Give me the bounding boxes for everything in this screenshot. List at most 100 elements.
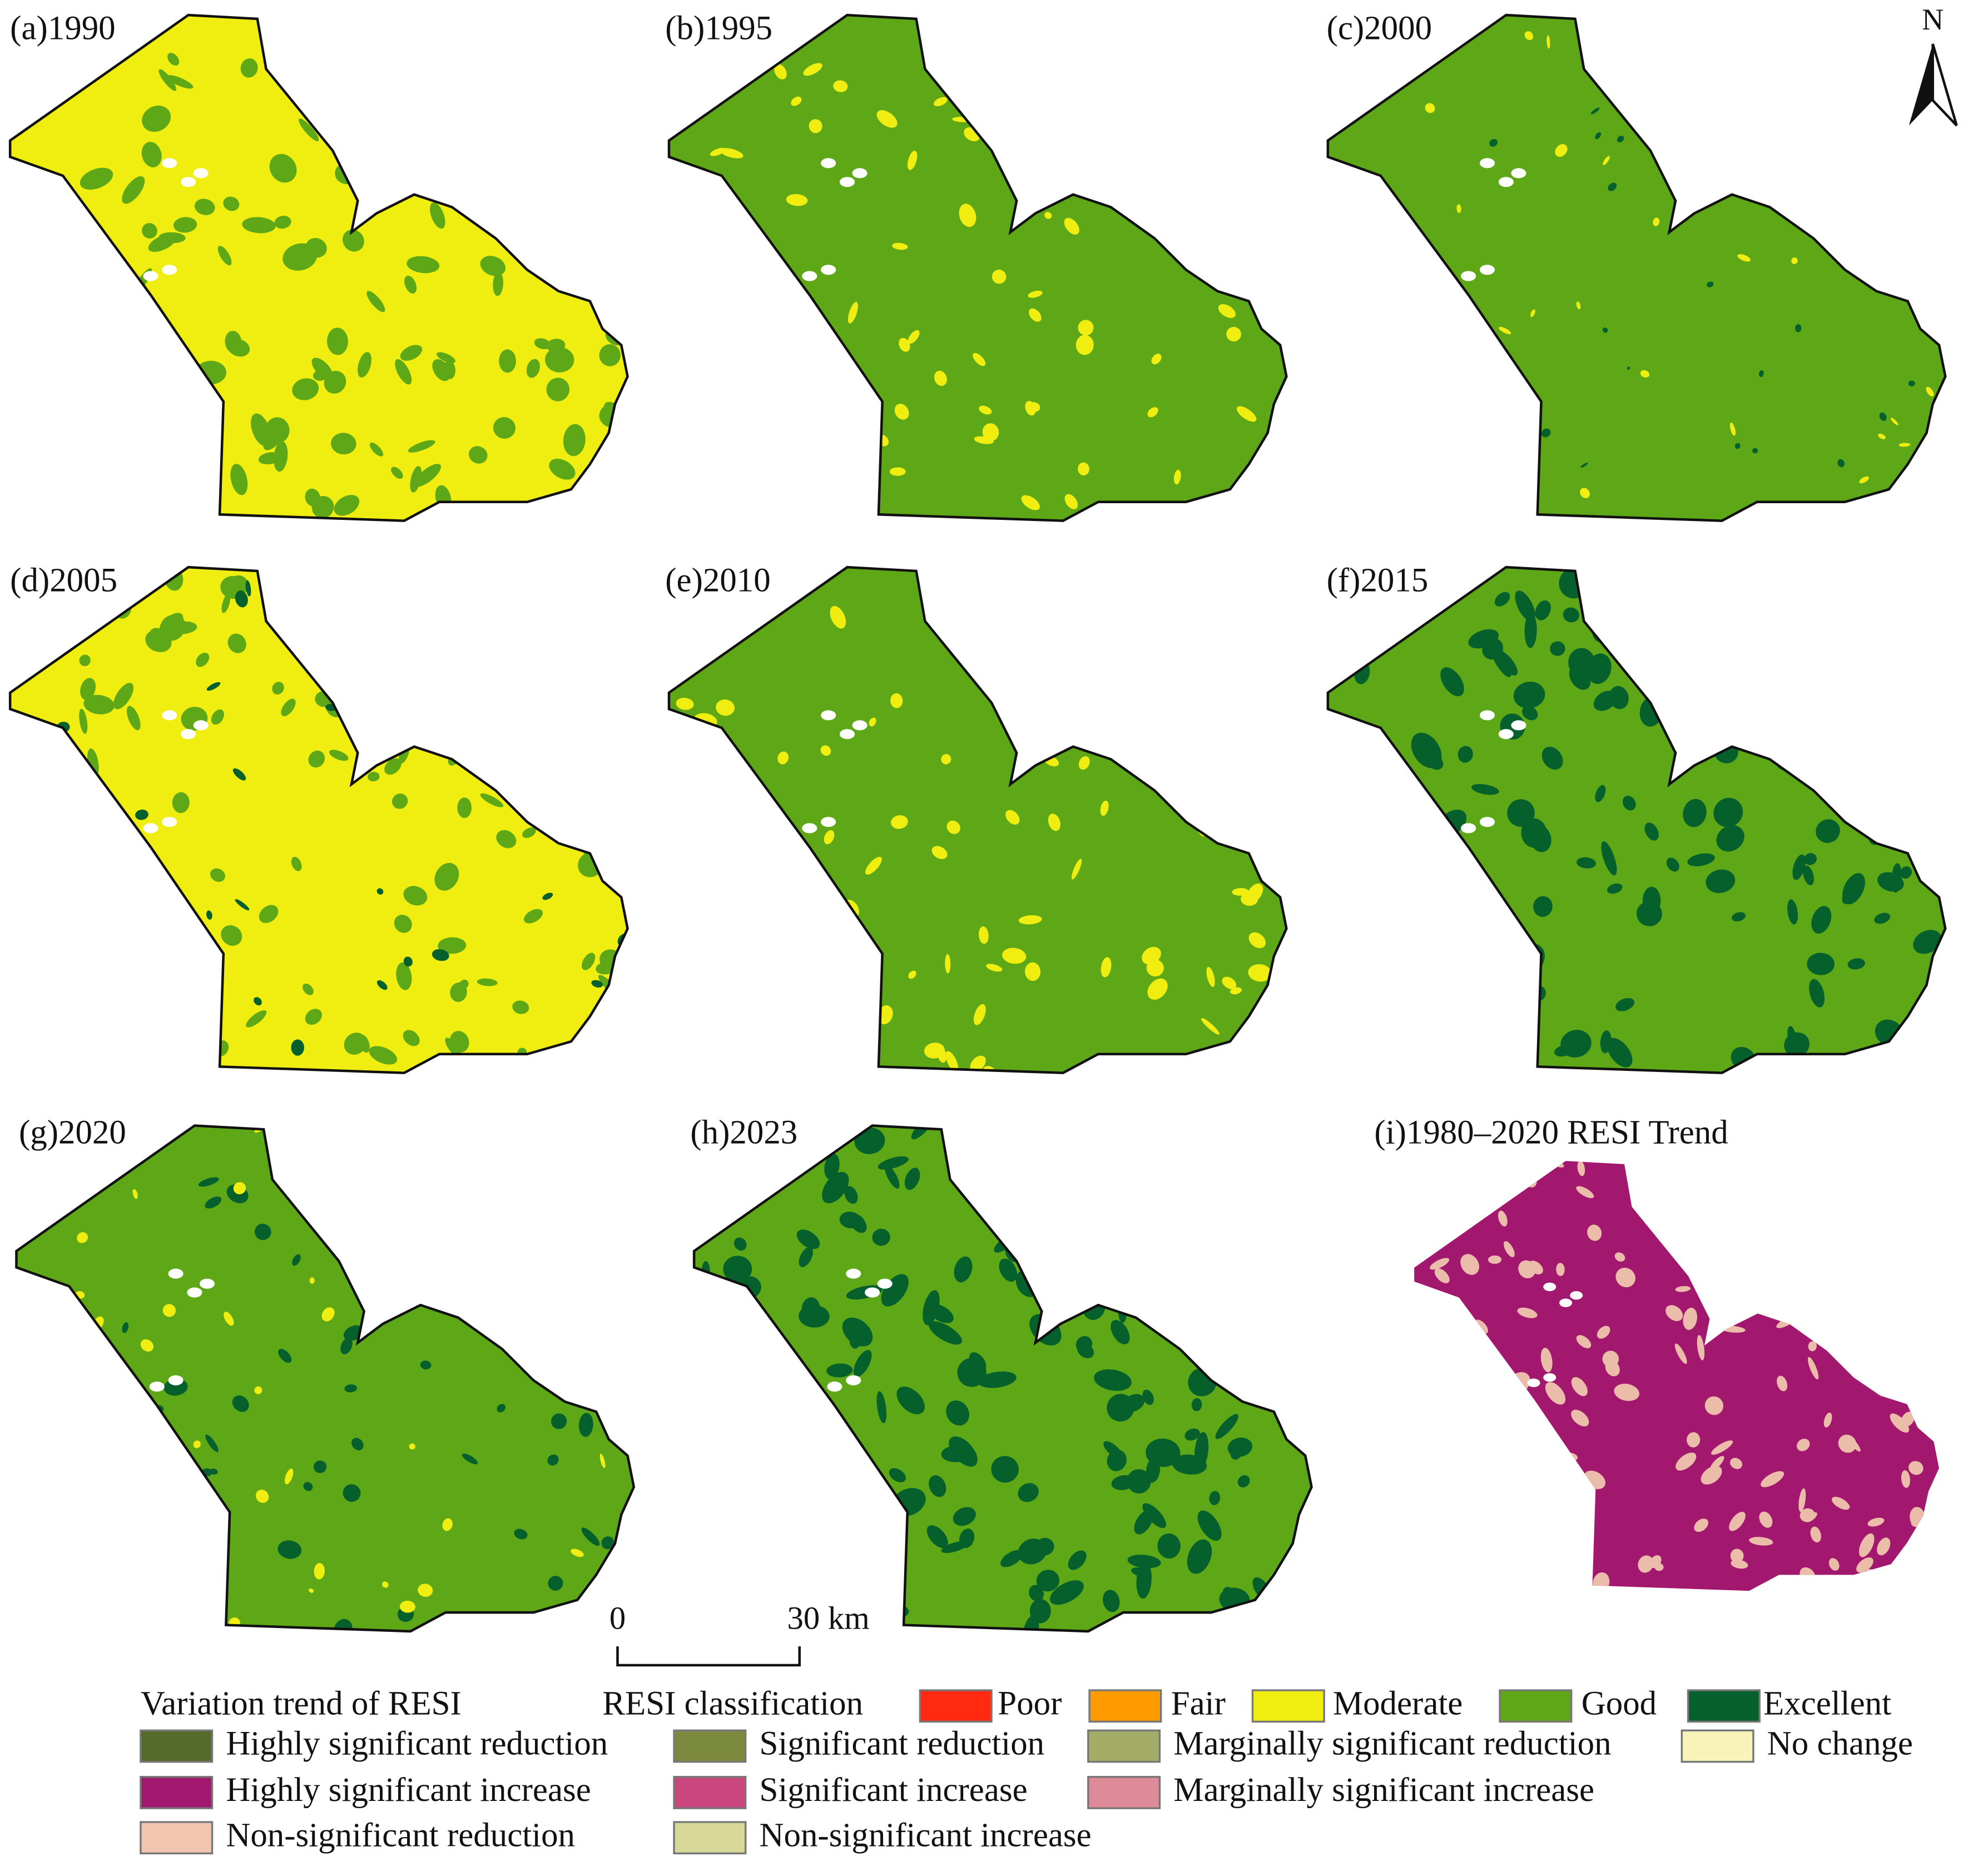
land-patch — [391, 466, 403, 479]
land-patch — [1795, 324, 1802, 332]
land-patch — [953, 567, 971, 589]
land-patch — [839, 493, 857, 517]
land-patch — [1424, 1373, 1444, 1401]
land-patch — [1414, 1420, 1434, 1439]
land-patch — [1736, 642, 1760, 671]
land-patch — [1908, 380, 1915, 386]
land-patch — [1191, 1398, 1202, 1412]
land-patch — [720, 148, 743, 158]
land-patch — [381, 1581, 389, 1588]
water-body — [1511, 720, 1526, 731]
land-patch — [375, 1227, 391, 1246]
land-patch — [485, 166, 501, 185]
land-patch — [1219, 671, 1239, 682]
land-patch — [1805, 1512, 1817, 1522]
land-patch — [1550, 641, 1565, 656]
land-patch — [1936, 653, 1946, 667]
land-patch — [1102, 1287, 1127, 1304]
land-patch — [973, 353, 986, 366]
water-body — [1498, 177, 1514, 187]
land-patch — [593, 63, 616, 88]
land-patch — [1622, 796, 1636, 811]
land-patch — [945, 954, 951, 974]
land-patch — [1002, 947, 1027, 964]
land-patch — [1101, 957, 1112, 977]
land-patch — [1532, 1418, 1543, 1426]
land-patch — [1025, 962, 1041, 981]
land-patch — [1464, 1000, 1495, 1033]
water-body — [852, 720, 867, 731]
land-patch — [1362, 954, 1382, 992]
land-patch — [1149, 1057, 1157, 1066]
land-patch — [121, 354, 149, 380]
land-patch — [1377, 934, 1397, 953]
land-patch — [242, 217, 276, 234]
land-patch — [528, 1157, 542, 1170]
land-patch — [770, 1443, 789, 1455]
land-patch — [1086, 593, 1106, 608]
land-patch — [254, 1223, 271, 1240]
scale-label: 30 km — [787, 1600, 870, 1636]
land-patch — [254, 997, 262, 1006]
land-patch — [933, 97, 948, 107]
land-patch — [141, 1533, 158, 1546]
region-fill — [1327, 567, 1946, 1073]
land-patch — [340, 1338, 353, 1354]
land-patch — [844, 1186, 858, 1204]
land-patch — [1837, 679, 1862, 698]
land-patch — [1729, 1511, 1746, 1531]
land-patch — [793, 502, 807, 513]
land-patch — [1206, 966, 1215, 987]
land-patch — [46, 1514, 57, 1523]
land-patch — [1903, 743, 1936, 765]
land-patch — [212, 1505, 217, 1511]
land-patch — [320, 1174, 333, 1179]
land-patch — [1700, 41, 1710, 52]
panel-label: (e)2010 — [665, 562, 770, 599]
land-patch — [1232, 43, 1250, 61]
land-patch — [157, 374, 180, 395]
land-patch — [777, 751, 789, 765]
land-patch — [1147, 978, 1168, 1000]
land-patch — [1800, 72, 1805, 83]
land-patch — [381, 629, 403, 653]
land-patch — [165, 1462, 176, 1475]
land-patch — [1065, 1126, 1077, 1141]
land-patch — [876, 110, 898, 128]
land-patch — [1853, 1235, 1866, 1249]
land-patch — [364, 639, 384, 664]
land-patch — [482, 723, 504, 746]
land-patch — [1807, 1357, 1819, 1379]
land-patch — [502, 1056, 522, 1073]
water-body — [143, 271, 158, 281]
land-patch — [303, 1482, 313, 1491]
legend-swatch — [1251, 1689, 1325, 1723]
land-patch — [232, 768, 246, 781]
land-patch — [343, 1484, 361, 1502]
land-patch — [308, 1588, 314, 1593]
land-patch — [1131, 1567, 1151, 1577]
land-patch — [475, 160, 488, 188]
land-patch — [840, 465, 857, 485]
land-patch — [44, 1549, 56, 1562]
land-patch — [890, 693, 903, 708]
land-patch — [892, 242, 908, 250]
map-panel — [666, 555, 1286, 1078]
legend-swatch — [673, 1821, 747, 1855]
land-patch — [496, 830, 517, 848]
land-patch — [430, 202, 445, 229]
land-patch — [694, 1469, 717, 1503]
land-patch — [1118, 95, 1130, 105]
land-patch — [1184, 206, 1196, 230]
land-patch — [904, 1168, 920, 1190]
land-patch — [547, 1454, 559, 1466]
land-patch — [1497, 1412, 1511, 1436]
land-patch — [1332, 326, 1338, 340]
land-patch — [924, 1043, 945, 1059]
land-patch — [379, 1172, 394, 1182]
land-patch — [420, 1361, 432, 1369]
land-patch — [713, 1466, 739, 1495]
map-panel — [685, 1114, 1323, 1650]
land-patch — [1739, 578, 1760, 599]
land-patch — [1111, 1475, 1136, 1490]
